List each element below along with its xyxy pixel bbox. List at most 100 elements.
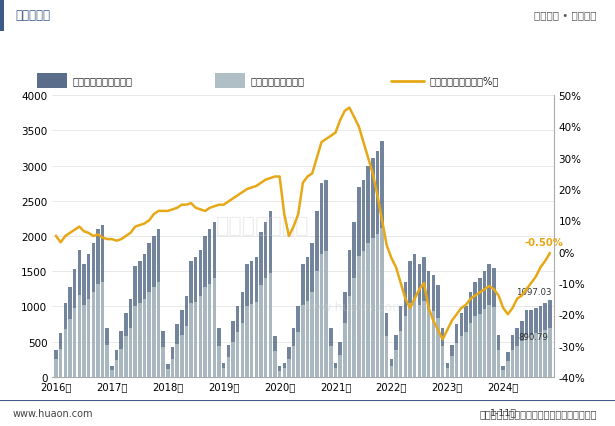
- Bar: [115, 350, 118, 377]
- Bar: [544, 330, 547, 377]
- Bar: [511, 335, 514, 377]
- Bar: [338, 342, 342, 377]
- Bar: [250, 261, 253, 377]
- Bar: [450, 345, 454, 377]
- Bar: [367, 166, 370, 377]
- Bar: [161, 331, 165, 377]
- Bar: [371, 159, 375, 377]
- Bar: [445, 363, 449, 377]
- Bar: [362, 252, 365, 377]
- Bar: [82, 265, 85, 377]
- Bar: [413, 300, 416, 377]
- Bar: [82, 305, 85, 377]
- Bar: [287, 348, 291, 377]
- Bar: [175, 344, 179, 377]
- Bar: [171, 359, 174, 377]
- Bar: [282, 368, 286, 377]
- Text: 专业严谨 • 客观科学: 专业严谨 • 客观科学: [534, 10, 597, 20]
- Bar: [394, 335, 398, 377]
- Bar: [394, 350, 398, 377]
- Text: 1097.03: 1097.03: [516, 287, 551, 296]
- Text: 数据来源：国家统计局，华经产业研究院整理: 数据来源：国家统计局，华经产业研究院整理: [479, 408, 597, 418]
- Bar: [492, 268, 496, 377]
- Bar: [488, 305, 491, 377]
- Text: 华经产业研究院: 华经产业研究院: [216, 215, 309, 235]
- Bar: [194, 302, 197, 377]
- Bar: [515, 346, 519, 377]
- Text: 住宅投资额（亿元）: 住宅投资额（亿元）: [251, 76, 304, 86]
- Bar: [152, 236, 156, 377]
- Bar: [296, 307, 300, 377]
- Bar: [399, 331, 402, 377]
- Bar: [148, 293, 151, 377]
- Bar: [390, 360, 393, 377]
- Bar: [362, 180, 365, 377]
- Bar: [347, 250, 351, 377]
- Bar: [376, 152, 379, 377]
- Bar: [63, 303, 67, 377]
- Bar: [367, 243, 370, 377]
- Bar: [329, 328, 333, 377]
- Bar: [245, 307, 248, 377]
- Bar: [101, 282, 105, 377]
- Bar: [459, 336, 463, 377]
- Bar: [115, 360, 118, 377]
- Bar: [525, 335, 528, 377]
- Bar: [255, 302, 258, 377]
- Bar: [273, 336, 277, 377]
- Bar: [87, 300, 90, 377]
- Bar: [488, 265, 491, 377]
- Bar: [325, 180, 328, 377]
- Bar: [390, 366, 393, 377]
- Bar: [166, 369, 170, 377]
- Bar: [408, 261, 412, 377]
- Bar: [515, 328, 519, 377]
- Text: www.huaon.com: www.huaon.com: [301, 300, 405, 313]
- Bar: [73, 308, 76, 377]
- Bar: [68, 320, 72, 377]
- Bar: [213, 222, 216, 377]
- Bar: [315, 272, 319, 377]
- Bar: [157, 230, 161, 377]
- Bar: [240, 293, 244, 377]
- Bar: [250, 305, 253, 377]
- Bar: [469, 323, 472, 377]
- Bar: [385, 336, 389, 377]
- Bar: [352, 279, 356, 377]
- Bar: [143, 254, 146, 377]
- Bar: [133, 307, 137, 377]
- Bar: [278, 366, 281, 377]
- Bar: [399, 307, 402, 377]
- Bar: [534, 334, 538, 377]
- Bar: [306, 301, 309, 377]
- Bar: [427, 272, 430, 377]
- Bar: [413, 254, 416, 377]
- Bar: [0, 0, 4, 32]
- Bar: [423, 257, 426, 377]
- Bar: [329, 346, 333, 377]
- Bar: [432, 275, 435, 377]
- Bar: [432, 312, 435, 377]
- Bar: [148, 243, 151, 377]
- Bar: [311, 243, 314, 377]
- Bar: [376, 234, 379, 377]
- Bar: [59, 349, 62, 377]
- Bar: [273, 351, 277, 377]
- Bar: [501, 366, 505, 377]
- Bar: [133, 266, 137, 377]
- Bar: [180, 335, 183, 377]
- Bar: [334, 363, 337, 377]
- Bar: [204, 287, 207, 377]
- Bar: [478, 279, 482, 377]
- Bar: [548, 328, 552, 377]
- Bar: [539, 332, 542, 377]
- Bar: [483, 272, 486, 377]
- Bar: [520, 321, 523, 377]
- Bar: [92, 243, 95, 377]
- Bar: [506, 362, 510, 377]
- Bar: [459, 314, 463, 377]
- Text: 华经情报网: 华经情报网: [15, 9, 50, 22]
- Bar: [92, 293, 95, 377]
- Bar: [278, 371, 281, 377]
- Text: 1-11月: 1-11月: [490, 408, 517, 417]
